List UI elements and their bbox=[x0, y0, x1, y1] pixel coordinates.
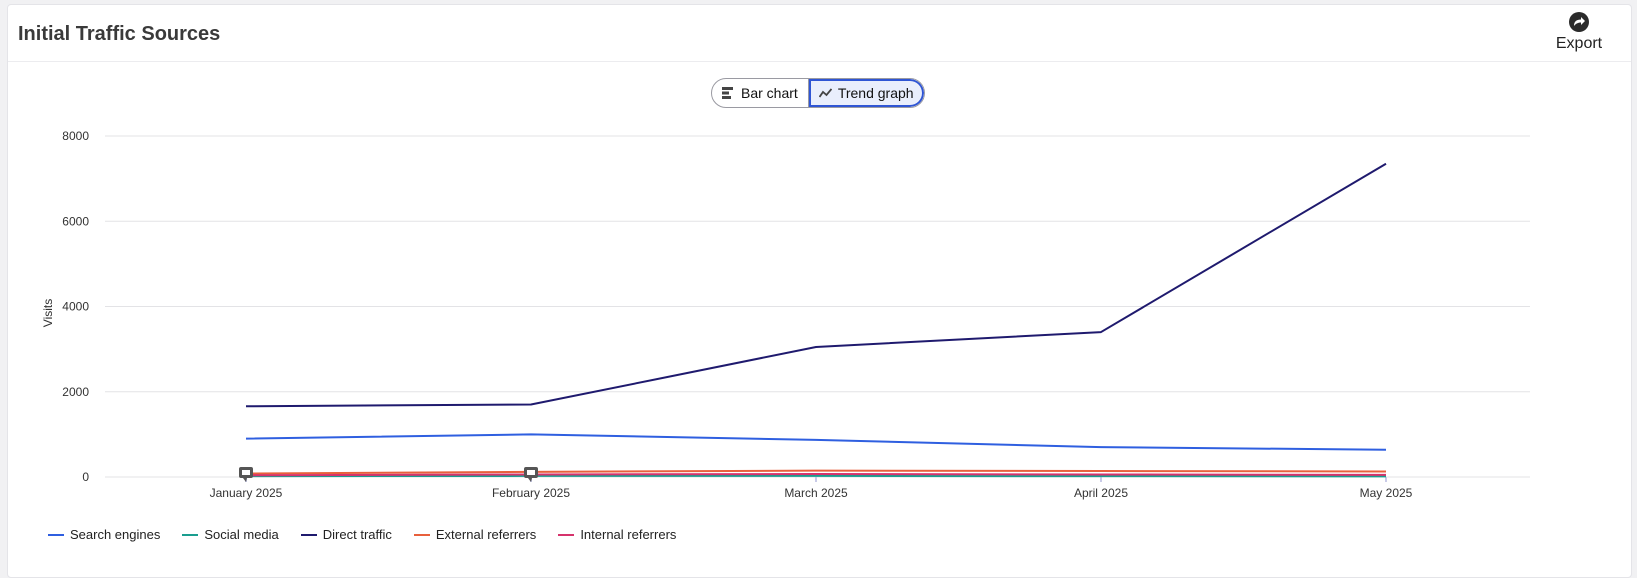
y-axis-label: Visits bbox=[41, 299, 55, 327]
x-tick-label: May 2025 bbox=[1360, 486, 1413, 500]
x-tick-label: February 2025 bbox=[492, 486, 570, 500]
series-line-search-engines[interactable] bbox=[246, 434, 1386, 449]
trend-chart: 0 2000 4000 6000 8000 January 2025 February 2… bbox=[8, 5, 1631, 505]
x-tick-label: March 2025 bbox=[784, 486, 848, 500]
y-tick-label: 4000 bbox=[62, 300, 89, 314]
legend-swatch bbox=[414, 534, 430, 536]
legend-label: External referrers bbox=[436, 527, 536, 542]
y-tick-label: 8000 bbox=[62, 129, 89, 143]
annotation-marker-icon[interactable] bbox=[239, 467, 253, 482]
series-line-direct-traffic[interactable] bbox=[246, 164, 1386, 407]
legend-label: Social media bbox=[204, 527, 278, 542]
y-tick-label: 0 bbox=[82, 470, 89, 484]
y-tick-label: 6000 bbox=[62, 214, 89, 228]
legend-item[interactable]: Internal referrers bbox=[558, 527, 676, 542]
legend-swatch bbox=[558, 534, 574, 536]
legend-item[interactable]: Search engines bbox=[48, 527, 160, 542]
y-tick-label: 2000 bbox=[62, 385, 89, 399]
legend-item[interactable]: Social media bbox=[182, 527, 278, 542]
x-tick-label: January 2025 bbox=[210, 486, 283, 500]
chart-legend: Search engines Social media Direct traffic… bbox=[48, 527, 676, 542]
legend-swatch bbox=[182, 534, 198, 536]
legend-label: Direct traffic bbox=[323, 527, 392, 542]
legend-swatch bbox=[48, 534, 64, 536]
legend-swatch bbox=[301, 534, 317, 536]
legend-item[interactable]: External referrers bbox=[414, 527, 536, 542]
legend-label: Search engines bbox=[70, 527, 160, 542]
legend-label: Internal referrers bbox=[580, 527, 676, 542]
legend-item[interactable]: Direct traffic bbox=[301, 527, 392, 542]
traffic-sources-panel: Initial Traffic Sources Export Bar chart… bbox=[7, 4, 1632, 578]
x-tick-label: April 2025 bbox=[1074, 486, 1128, 500]
annotation-marker-icon[interactable] bbox=[524, 467, 538, 482]
